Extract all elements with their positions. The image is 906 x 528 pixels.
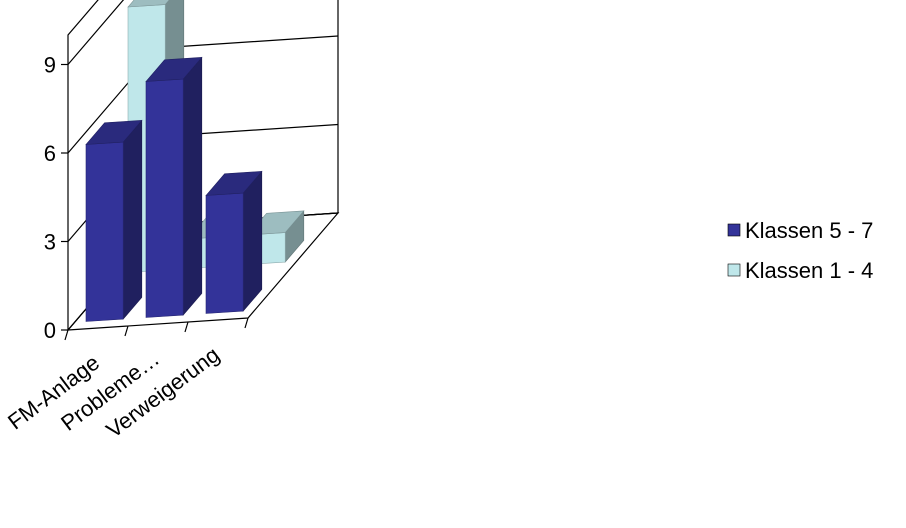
x-tick-mark <box>184 321 189 333</box>
y-tick-label: 0 <box>44 318 56 343</box>
bar-front <box>205 192 244 314</box>
legend-label: Klassen 5 - 7 <box>745 218 873 243</box>
bar <box>205 170 263 314</box>
bar-front <box>145 78 184 318</box>
x-tick-mark <box>64 329 69 341</box>
bar-top <box>127 0 170 8</box>
legend: Klassen 5 - 7 Klassen 1 - 4 <box>727 218 873 283</box>
bar-top <box>205 171 263 196</box>
bar <box>85 119 143 322</box>
y-tick-label: 3 <box>44 230 56 255</box>
bar-side <box>242 170 263 312</box>
bar-side <box>122 119 143 320</box>
x-tick-mark <box>124 325 129 337</box>
bar-front <box>85 141 124 322</box>
legend-swatch <box>727 263 741 277</box>
axes <box>61 63 249 341</box>
bar <box>145 56 203 318</box>
gridline <box>67 0 125 65</box>
bar-top <box>145 57 203 82</box>
bar-top <box>85 120 143 145</box>
y-tick-label: 6 <box>44 141 56 166</box>
x-tick-mark <box>244 317 249 329</box>
y-tick-labels: 0 3 6 9 <box>44 53 56 344</box>
legend-swatch <box>727 223 741 237</box>
bar-side <box>182 56 203 316</box>
bars <box>85 0 305 322</box>
legend-label: Klassen 1 - 4 <box>745 258 873 283</box>
y-tick-label: 9 <box>44 53 56 78</box>
